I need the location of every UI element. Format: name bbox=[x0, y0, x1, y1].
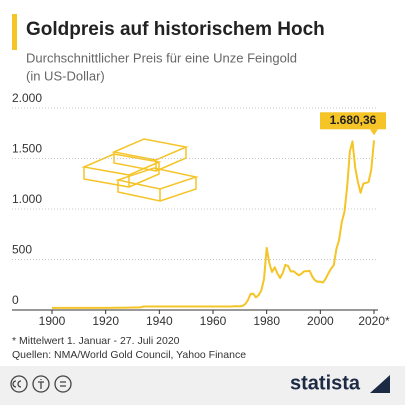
x-tick-label: 1940 bbox=[146, 314, 173, 328]
title-accent bbox=[12, 14, 17, 50]
y-tick-label: 500 bbox=[12, 243, 32, 257]
value-label-pointer bbox=[370, 129, 378, 136]
license-icons bbox=[10, 375, 72, 393]
x-tick-label: 1920 bbox=[92, 314, 119, 328]
y-tick-label: 1.000 bbox=[12, 192, 42, 206]
gold-bars-illustration bbox=[81, 138, 199, 202]
subtitle: Durchschnittlicher Preis für eine Unze F… bbox=[26, 50, 297, 65]
value-label: 1.680,36 bbox=[330, 113, 377, 127]
x-tick-label: 1960 bbox=[200, 314, 227, 328]
brand: statista bbox=[290, 372, 361, 394]
x-tick-label: 2020* bbox=[358, 314, 390, 328]
footer-bg bbox=[0, 366, 405, 405]
x-tick-label: 1980 bbox=[253, 314, 280, 328]
brand-logo bbox=[370, 375, 390, 393]
value-label-bg bbox=[320, 112, 386, 130]
price-line bbox=[52, 140, 375, 309]
y-tick-label: 2.000 bbox=[12, 91, 42, 105]
note: Quellen: NMA/World Gold Council, Yahoo F… bbox=[12, 349, 246, 361]
x-tick-label: 1900 bbox=[39, 314, 66, 328]
y-tick-label: 0 bbox=[12, 293, 19, 307]
note: * Mittelwert 1. Januar - 27. Juli 2020 bbox=[12, 335, 180, 347]
chart-title: Goldpreis auf historischem Hoch bbox=[26, 19, 325, 40]
y-tick-label: 1.500 bbox=[12, 142, 42, 156]
subtitle: (in US-Dollar) bbox=[26, 68, 105, 83]
x-tick-label: 2000 bbox=[307, 314, 334, 328]
